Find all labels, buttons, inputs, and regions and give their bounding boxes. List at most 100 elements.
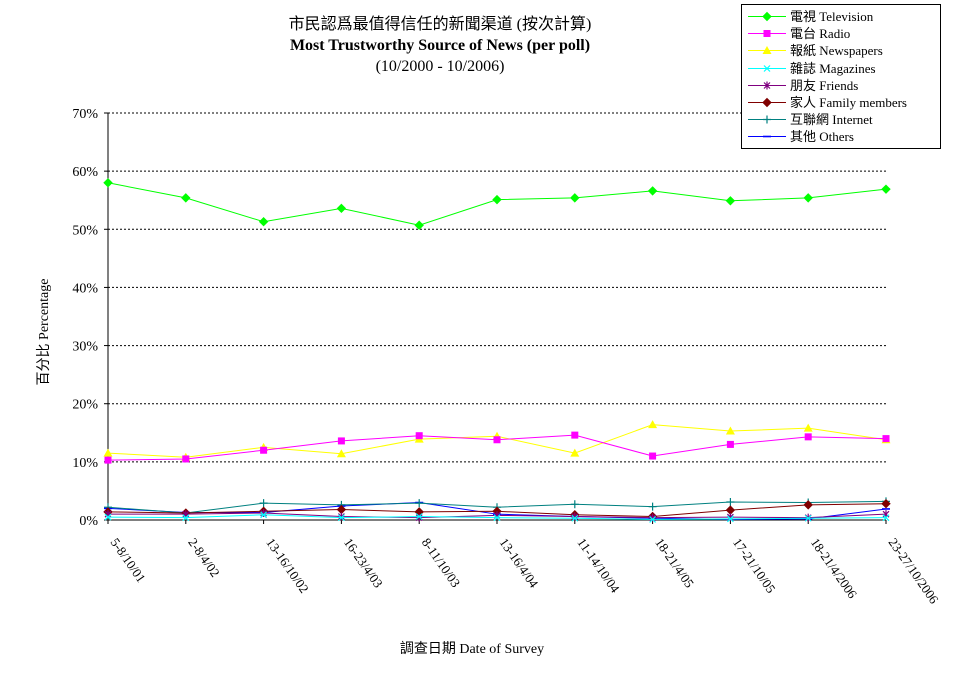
- data-point: [181, 193, 191, 203]
- legend: 電視 Television 電台 Radio 報紙 Newspapers 雜誌 Mag…: [741, 4, 941, 149]
- x-tick-label: 16-23/4/03: [341, 535, 386, 590]
- chart-title: 市民認爲最值得信任的新聞渠道 (按次計算): [288, 16, 592, 33]
- data-point: [182, 455, 190, 463]
- y-tick-label: 40%: [72, 281, 98, 296]
- legend-label: 報紙 Newspapers: [790, 43, 883, 59]
- legend-item: 雜誌 Magazines: [742, 60, 940, 77]
- data-point: [881, 184, 891, 194]
- data-point: [725, 505, 736, 515]
- legend-swatch: [748, 115, 786, 124]
- y-axis-label: 百分比 Percentage: [36, 279, 52, 386]
- legend-item: 報紙 Newspapers: [742, 42, 940, 59]
- legend-item: 互聯網 Internet: [742, 111, 940, 128]
- y-tick-label: 10%: [72, 456, 98, 471]
- data-point: [182, 514, 190, 522]
- data-point: [803, 500, 813, 510]
- legend-item: 電視 Television: [742, 8, 940, 25]
- legend-swatch: [748, 81, 786, 90]
- data-point: [570, 500, 579, 509]
- legend-item: 電台 Radio: [742, 25, 940, 42]
- x-tick-label: 8-11/10/03: [419, 535, 464, 590]
- y-tick-label: 20%: [72, 398, 98, 413]
- legend-swatch: [748, 97, 786, 108]
- legend-item: 其他 Others: [742, 128, 940, 145]
- data-point: [803, 423, 813, 432]
- series-radio: [104, 431, 890, 464]
- legend-swatch: [748, 11, 786, 22]
- legend-label: 家人 Family members: [790, 95, 907, 110]
- data-point: [571, 431, 579, 439]
- legend-swatch-marker: [762, 11, 772, 22]
- x-tick-label: 13-16/4/04: [497, 535, 542, 591]
- data-point: [881, 499, 891, 509]
- data-point: [492, 194, 502, 205]
- legend-swatch-marker: [762, 46, 772, 55]
- legend-label: 電台 Radio: [790, 26, 851, 42]
- legend-item: 家人 Family members: [742, 94, 940, 111]
- data-point: [104, 456, 112, 464]
- x-tick-label: 23-27/10/2006: [886, 535, 942, 607]
- data-point: [649, 515, 657, 523]
- series-magazines: [104, 511, 890, 523]
- data-point: [725, 196, 736, 206]
- chart-date-range: (10/2000 - 10/2006): [375, 58, 505, 75]
- data-point: [725, 426, 735, 435]
- data-point: [648, 420, 658, 429]
- data-point: [649, 452, 657, 460]
- legend-item: 朋友 Friends: [742, 77, 940, 94]
- data-point: [104, 513, 112, 521]
- legend-swatch-marker: [763, 64, 771, 72]
- y-tick-label: 30%: [72, 340, 98, 355]
- data-point: [882, 435, 890, 443]
- legend-swatch: [748, 30, 786, 38]
- legend-label: 電視 Television: [790, 9, 874, 24]
- x-tick-label: 13-16/10/02: [263, 535, 312, 596]
- legend-label: 互聯網 Internet: [790, 112, 873, 128]
- data-point: [570, 448, 580, 457]
- chart-subtitle: Most Trustworthy Source of News (per pol…: [289, 37, 591, 54]
- legend-swatch: [748, 64, 786, 72]
- legend-swatch-marker: [763, 115, 771, 124]
- legend-swatch: [748, 46, 786, 55]
- data-point: [571, 514, 579, 522]
- x-tick-label: 18-21/4/05: [652, 535, 697, 590]
- data-point: [336, 203, 347, 214]
- data-point: [337, 437, 345, 445]
- data-point: [882, 514, 890, 522]
- legend-swatch-marker: [763, 30, 771, 38]
- data-point: [648, 502, 657, 511]
- data-point: [726, 497, 735, 506]
- x-tick-label: 2-8/4/02: [185, 535, 223, 580]
- legend-swatch-marker: [762, 97, 772, 108]
- data-point: [570, 193, 580, 203]
- legend-swatch: [748, 136, 786, 138]
- data-point: [803, 193, 813, 203]
- data-point: [415, 513, 423, 522]
- data-point: [804, 514, 812, 522]
- data-point: [103, 178, 113, 188]
- data-point: [647, 186, 658, 196]
- data-point: [259, 499, 268, 508]
- legend-label: 雜誌 Magazines: [790, 60, 876, 76]
- data-point: [726, 515, 734, 523]
- data-point: [415, 432, 423, 440]
- x-axis-label: 調查日期 Date of Survey: [400, 641, 544, 657]
- data-point: [258, 217, 269, 227]
- data-point: [260, 446, 268, 454]
- data-point: [337, 512, 345, 521]
- data-point: [726, 440, 734, 448]
- legend-label: 其他 Others: [790, 129, 854, 145]
- x-tick-label: 17-21/10/05: [730, 535, 779, 596]
- chart-title-block: 市民認爲最值得信任的新聞渠道 (按次計算) Most Trustworthy S…: [130, 14, 750, 77]
- series-television: [103, 178, 891, 230]
- data-point: [336, 449, 346, 458]
- data-point: [804, 433, 812, 441]
- y-tick-label: 50%: [72, 223, 98, 238]
- data-point: [103, 448, 113, 457]
- data-point: [415, 513, 423, 520]
- data-point: [415, 499, 424, 508]
- x-tick-label: 5-8/10/01: [108, 535, 149, 585]
- y-tick-label: 70%: [72, 107, 98, 122]
